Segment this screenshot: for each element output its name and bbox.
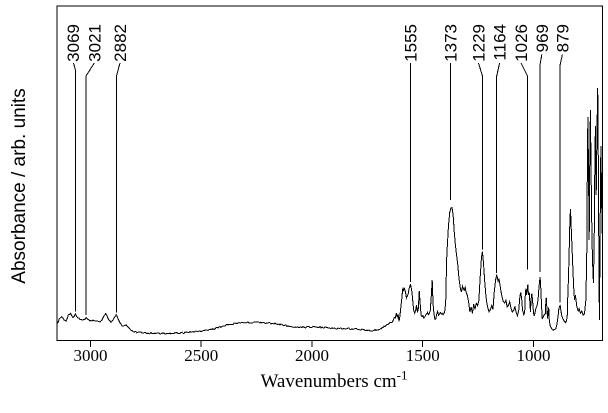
- peak-label: 3069: [64, 24, 83, 62]
- x-axis-title-superscript: -1: [397, 368, 408, 383]
- peak-leader-line: [85, 62, 95, 315]
- x-tick-label: 3000: [73, 346, 107, 365]
- axis-titles: Wavenumbers cm-1 Absorbance / arb. units: [9, 88, 408, 392]
- peak-label: 1229: [470, 24, 489, 62]
- peak-label: 1164: [491, 24, 510, 61]
- peak-leader-line: [520, 62, 528, 270]
- x-axis-title-main: Wavenumbers cm: [260, 371, 396, 392]
- spectrum-curve: [56, 87, 604, 335]
- peak-label: 2882: [111, 24, 130, 62]
- peak-label: 1373: [441, 24, 460, 62]
- peak-label: 969: [533, 24, 552, 52]
- peak-annotations: 3069 3021 2882 1555 1373 1229 1164 1026 969 879: [64, 24, 572, 315]
- x-axis-title: Wavenumbers cm-1: [260, 368, 407, 393]
- peak-label: 3021: [85, 24, 104, 62]
- peak-leader-line: [496, 62, 501, 273]
- x-tick-label: 1000: [516, 346, 550, 365]
- x-tick-label: 2500: [184, 346, 218, 365]
- x-axis-ticks: [89, 340, 534, 347]
- peak-label: 1555: [402, 24, 421, 62]
- peak-leader-line: [73, 62, 76, 312]
- peak-label: 879: [553, 24, 572, 52]
- x-tick-label: 1500: [406, 346, 440, 365]
- absorbance-trace: [56, 87, 604, 335]
- peak-label: 1026: [512, 24, 531, 62]
- y-axis-title: Absorbance / arb. units: [9, 88, 30, 283]
- peak-leader-line: [116, 62, 121, 313]
- plot-frame: [56, 5, 604, 341]
- peak-leader-line: [559, 54, 563, 303]
- x-axis-tick-labels: 3000 2500 2000 1500 1000: [73, 346, 550, 365]
- peak-leader-line: [478, 62, 483, 250]
- x-tick-label: 2000: [295, 346, 329, 365]
- plot-frame-border: [56, 5, 604, 341]
- peak-leader-line: [539, 54, 543, 273]
